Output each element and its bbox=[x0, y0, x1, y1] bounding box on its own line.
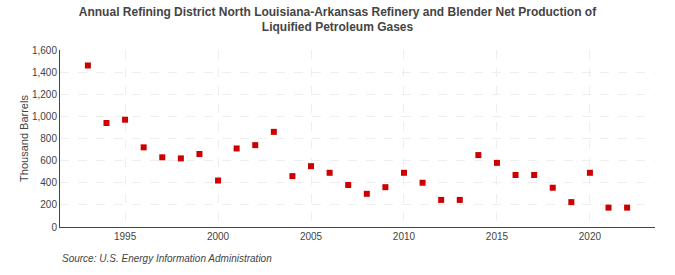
svg-text:1,600: 1,600 bbox=[32, 45, 57, 56]
svg-text:1,200: 1,200 bbox=[32, 89, 57, 100]
svg-text:2015: 2015 bbox=[486, 231, 509, 242]
svg-text:1,400: 1,400 bbox=[32, 67, 57, 78]
svg-text:2005: 2005 bbox=[300, 231, 323, 242]
svg-text:1995: 1995 bbox=[114, 231, 137, 242]
svg-text:2000: 2000 bbox=[207, 231, 230, 242]
svg-text:1,000: 1,000 bbox=[32, 111, 57, 122]
svg-text:200: 200 bbox=[40, 199, 57, 210]
svg-text:2020: 2020 bbox=[579, 231, 602, 242]
svg-text:800: 800 bbox=[40, 133, 57, 144]
svg-text:600: 600 bbox=[40, 155, 57, 166]
svg-text:Annual Refining District North: Annual Refining District North Louisiana… bbox=[79, 5, 597, 35]
svg-text:Source: U.S. Energy Informatio: Source: U.S. Energy Information Administ… bbox=[62, 253, 272, 264]
svg-text:400: 400 bbox=[40, 177, 57, 188]
svg-text:2010: 2010 bbox=[393, 231, 416, 242]
svg-text:Thousand Barrels: Thousand Barrels bbox=[18, 95, 30, 182]
svg-text:0: 0 bbox=[51, 222, 57, 233]
